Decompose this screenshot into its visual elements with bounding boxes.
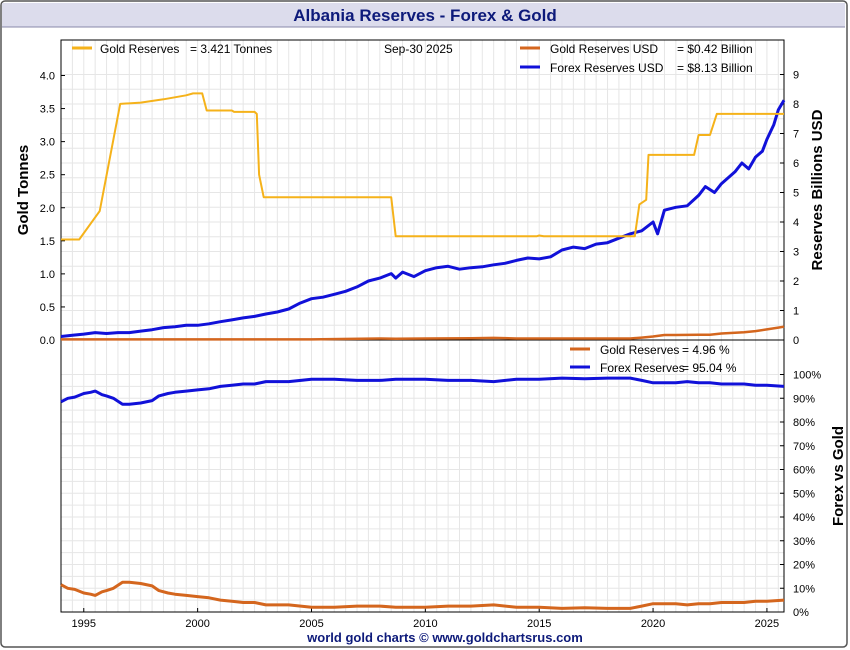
tick-label-right-bottom: 50% — [793, 488, 815, 500]
right-axis-title-top: Reserves Billions USD — [809, 109, 826, 270]
legend-gold-tonnes-value: = 3.421 Tonnes — [190, 42, 272, 56]
legend-gold-pct-value: = 4.96 % — [682, 343, 730, 357]
tick-label-left: 1.0 — [40, 269, 55, 281]
tick-label-right-top: 6 — [793, 158, 799, 170]
bottom-panel-frame — [60, 339, 785, 613]
left-axis-title: Gold Tonnes — [15, 145, 32, 236]
tick-label-left: 2.0 — [40, 203, 55, 215]
title-bar — [2, 3, 845, 27]
tick-label-right-top: 5 — [793, 188, 799, 200]
legend-forex-value: = $8.13 Billion — [677, 61, 753, 75]
tick-label-right-top: 9 — [793, 70, 799, 82]
series-line-forex-usd — [60, 99, 786, 338]
tick-label-right-bottom: 70% — [793, 441, 815, 453]
tick-label-left: 3.5 — [40, 104, 55, 116]
tick-label-right-top: 8 — [793, 99, 799, 111]
tick-label-right-bottom: 10% — [793, 583, 815, 595]
series-line-gold-tonnes — [61, 92, 784, 241]
series-layer — [60, 92, 786, 610]
tick-layer: 0.00.51.01.52.02.53.03.54.001234567890%1… — [40, 70, 822, 631]
tick-label-right-top: 1 — [793, 306, 799, 318]
legend-gold-usd-value: = $0.42 Billion — [677, 42, 753, 56]
legend-forex-label: Forex Reserves USD — [550, 61, 664, 75]
tick-label-x: 2025 — [755, 618, 779, 630]
tick-label-left: 2.5 — [40, 170, 55, 182]
top-legend: Gold Reserves = 3.421 Tonnes Sep-30 2025… — [72, 42, 753, 75]
tick-label-right-bottom: 40% — [793, 512, 815, 524]
tick-label-x: 2010 — [413, 618, 437, 630]
tick-label-x: 1995 — [72, 618, 96, 630]
tick-label-left: 0.5 — [40, 302, 55, 314]
tick-label-right-top: 2 — [793, 276, 799, 288]
tick-label-right-bottom: 100% — [793, 370, 821, 382]
series-line-gold-pct — [60, 580, 785, 610]
tick-label-x: 2015 — [527, 618, 551, 630]
tick-label-x: 2000 — [185, 618, 209, 630]
series-line-gold-usd — [61, 325, 785, 341]
legend-forex-pct-label: Forex Reserves — [600, 361, 685, 375]
tick-label-right-top: 3 — [793, 247, 799, 259]
tick-label-left: 4.0 — [40, 71, 55, 83]
tick-label-left: 0.0 — [40, 335, 55, 347]
tick-label-right-bottom: 20% — [793, 560, 815, 572]
tick-label-right-bottom: 80% — [793, 417, 815, 429]
legend-gold-pct-label: Gold Reserves — [600, 343, 679, 357]
footer-credit: world gold charts © www.goldchartsrus.co… — [306, 630, 583, 645]
right-axis-title-bottom: Forex vs Gold — [830, 426, 847, 526]
tick-label-right-bottom: 90% — [793, 393, 815, 405]
tick-label-left: 1.5 — [40, 236, 55, 248]
tick-label-x: 2020 — [641, 618, 665, 630]
tick-label-right-top: 4 — [793, 217, 799, 229]
tick-label-x: 2005 — [299, 618, 323, 630]
tick-label-right-top: 0 — [793, 335, 799, 347]
bottom-legend: Gold Reserves = 4.96 % Forex Reserves = … — [570, 343, 737, 375]
chart-title: Albania Reserves - Forex & Gold — [293, 6, 557, 25]
legend-gold-tonnes-label: Gold Reserves — [100, 42, 179, 56]
tick-label-right-bottom: 30% — [793, 536, 815, 548]
tick-label-right-bottom: 60% — [793, 465, 815, 477]
legend-gold-usd-label: Gold Reserves USD — [550, 42, 658, 56]
series-line-forex-pct — [60, 376, 785, 406]
date-label: Sep-30 2025 — [384, 42, 453, 56]
tick-label-right-bottom: 0% — [793, 607, 809, 619]
tick-label-left: 3.0 — [40, 137, 55, 149]
tick-label-right-top: 7 — [793, 129, 799, 141]
legend-forex-pct-value: = 95.04 % — [682, 361, 737, 375]
